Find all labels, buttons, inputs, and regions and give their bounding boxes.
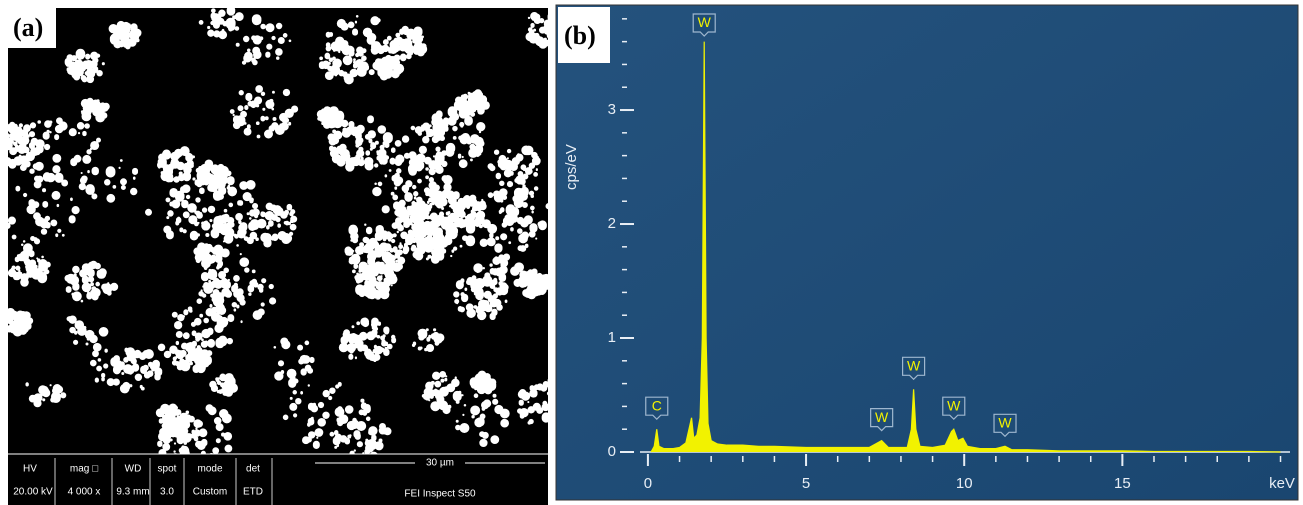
info-header: WD	[125, 464, 142, 475]
info-value: Custom	[193, 487, 227, 498]
annotation-label: W	[875, 409, 889, 425]
sem-particles	[8, 8, 548, 454]
annotation-label: W	[947, 397, 961, 413]
info-dividers	[54, 458, 273, 505]
annotation-label: W	[907, 358, 921, 374]
scale-bar-label: 30 µm	[426, 458, 454, 469]
y-tick-label: 3	[608, 101, 616, 118]
annotation-box	[870, 408, 894, 432]
annotation-box	[692, 13, 716, 37]
y-tick-label: 2	[608, 215, 616, 232]
info-value: 9.3 mm	[116, 487, 149, 498]
info-value: 20.00 kV	[13, 487, 53, 498]
info-value: ETD	[243, 487, 263, 498]
x-tick-label: 10	[956, 475, 973, 492]
y-tick-label: 1	[608, 329, 616, 346]
y-axis-label: cps/eV	[563, 144, 580, 190]
annotation-box	[942, 396, 966, 421]
y-tick-label: 0	[608, 443, 616, 460]
annotation-label: W	[998, 415, 1012, 431]
annotation-box	[645, 396, 669, 421]
particles	[8, 8, 548, 454]
info-header: mag □	[70, 464, 98, 475]
panel-label-box	[8, 8, 56, 48]
panel-label: (a)	[13, 13, 43, 42]
x-axis-label: keV	[1269, 475, 1295, 492]
spectrum	[650, 41, 1281, 453]
info-header: HV	[23, 464, 37, 475]
panel-label: (b)	[564, 21, 596, 50]
x-tick-label: 0	[644, 475, 652, 492]
annotation-box	[993, 413, 1017, 438]
panel-label-box	[558, 7, 610, 63]
spectrum-panel	[555, 4, 1299, 501]
instrument-label: FEI Inspect S50	[404, 489, 476, 500]
annotation-label: W	[698, 14, 712, 30]
x-tick-label: 15	[1114, 475, 1131, 492]
annotation-box	[902, 356, 926, 381]
x-tick-label: 5	[802, 475, 810, 492]
info-value: 3.0	[160, 487, 174, 498]
annotation-label: C	[652, 397, 662, 413]
info-value: 4 000 x	[68, 487, 101, 498]
info-header: mode	[197, 464, 222, 475]
info-header: spot	[158, 464, 177, 475]
spectrum-chart: 0 5 10 15 0 1 2 3 keV cps/eV C W W W W W	[563, 13, 1295, 492]
info-header: det	[246, 464, 260, 475]
